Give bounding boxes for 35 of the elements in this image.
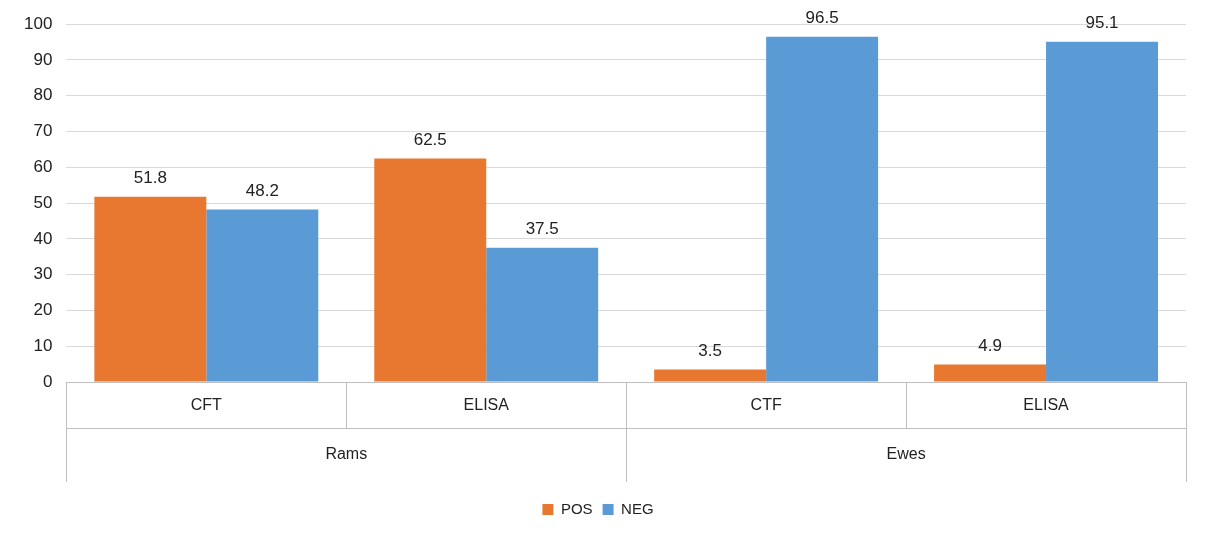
y-tick-label: 0 (42, 371, 53, 391)
bar (1046, 41, 1159, 382)
y-tick-label: 50 (33, 192, 53, 212)
data-label: 4.9 (978, 335, 1002, 355)
y-tick-label: 70 (33, 121, 53, 141)
y-tick-label: 60 (33, 157, 53, 177)
bar (934, 364, 1047, 382)
legend-label: NEG (621, 499, 654, 517)
y-tick-label: 30 (33, 264, 53, 284)
bar (654, 369, 767, 382)
y-tick-label: 10 (33, 335, 53, 355)
y-tick-label: 40 (33, 228, 53, 248)
data-label: 96.5 (805, 7, 839, 27)
text: Ewes (886, 445, 926, 463)
data-label: 3.5 (698, 340, 722, 360)
data-label: 48.2 (245, 180, 279, 200)
data-label: 95.1 (1085, 12, 1119, 32)
y-tick-label: 100 (23, 13, 53, 33)
bar (206, 209, 319, 382)
bar (94, 196, 207, 382)
y-tick-label: 80 (33, 85, 53, 105)
x-tick-label: ELISA (463, 396, 510, 414)
y-tick-label: 90 (33, 49, 53, 69)
y-tick-label: 20 (33, 300, 53, 320)
x-tick-label: CFT (190, 396, 223, 414)
x-tick-label: CTF (750, 396, 782, 414)
data-label: 37.5 (525, 219, 559, 239)
legend-label: POS (560, 499, 593, 517)
data-label: 51.8 (133, 167, 167, 187)
bar (766, 36, 879, 382)
data-label: 62.5 (413, 129, 447, 149)
bar (374, 158, 487, 382)
x-tick-label: ELISA (1023, 396, 1070, 414)
bar (486, 247, 599, 382)
text: Rams (325, 445, 368, 463)
